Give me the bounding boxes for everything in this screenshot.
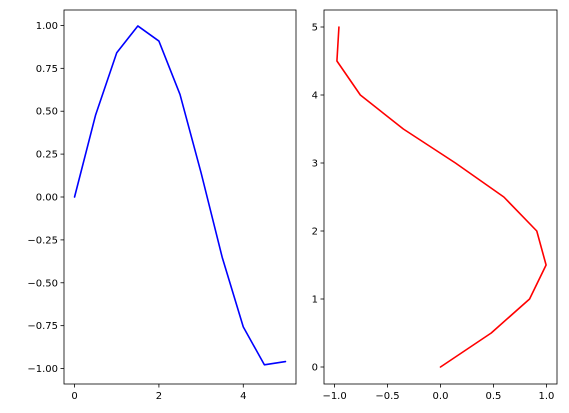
left-y-tick-label: −1.00 [27, 364, 58, 375]
left-y-tick-label: 1.00 [36, 21, 58, 32]
left-y-tick-label: 0.00 [36, 193, 58, 204]
left-y-tick-label: 0.50 [36, 107, 58, 118]
left-y-tick-label: −0.25 [27, 235, 58, 246]
right-y-tick-label: 1 [312, 295, 318, 306]
left-y-tick-label: 0.25 [36, 150, 58, 161]
left-x-tick-label: 0 [71, 391, 77, 402]
left-axes-frame [63, 9, 297, 385]
right-y-tick-label: 4 [312, 91, 318, 102]
chart-panel-left: 0 2 4 −1.00 −0.75 −0.50 −0.25 0.00 0.25 0.50 0.75 1… [27, 9, 297, 402]
right-y-tick-label: 0 [312, 363, 318, 374]
right-series-line-0 [336, 26, 547, 368]
right-axes-frame [323, 9, 558, 385]
right-x-tick-label: −1.0 [322, 391, 346, 402]
right-x-tick-label: 1.0 [538, 391, 554, 402]
chart-panel-right: −1.0 −0.5 0.0 0.5 1.0 0 1 2 3 4 5 [312, 9, 558, 402]
right-x-tick-label: 0.5 [486, 391, 502, 402]
left-y-tick-label: 0.75 [36, 64, 58, 75]
left-y-tick-label: −0.75 [27, 321, 58, 332]
right-y-tick-label: 2 [312, 227, 318, 238]
left-x-tick-label: 4 [240, 391, 246, 402]
right-x-tick-label: 0.0 [433, 391, 449, 402]
right-x-tick-label: −0.5 [375, 391, 399, 402]
right-y-tick-label: 5 [312, 23, 318, 34]
right-y-tick-label: 3 [312, 159, 318, 170]
left-y-tick-label: −0.50 [27, 278, 58, 289]
left-x-tick-label: 2 [156, 391, 162, 402]
left-series-line-0 [73, 25, 287, 366]
